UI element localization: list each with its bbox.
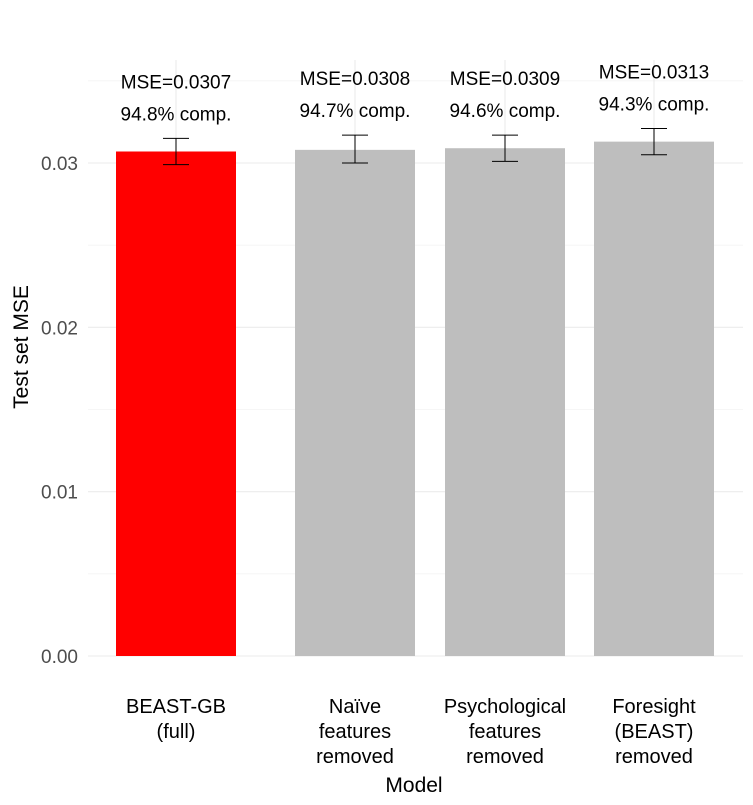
x-tick-label-line: Naïve (329, 696, 381, 718)
x-tick-label-line: (BEAST) (615, 721, 694, 743)
x-tick-label-line: features (319, 721, 391, 743)
x-tick-label-line: (full) (157, 721, 196, 743)
bar (295, 149, 415, 656)
x-tick-label-line: removed (316, 746, 394, 768)
x-tick-labels: BEAST-GB (full)Naïve features removedPsycho… (126, 696, 696, 768)
bar (116, 151, 236, 656)
x-tick-label-line: BEAST-GB (126, 696, 226, 718)
x-tick-label-line: Foresight (612, 696, 696, 718)
completeness-annotation: 94.7% comp. (300, 101, 411, 122)
bar (445, 148, 565, 656)
x-tick-label: BEAST-GB (full) (126, 696, 226, 743)
x-tick-label: Naïve features removed (316, 696, 394, 768)
x-tick-label-line: removed (615, 746, 693, 768)
completeness-annotation: 94.8% comp. (121, 104, 232, 125)
y-tick-labels: 0.00 0.01 0.02 0.03 (41, 154, 78, 668)
x-tick-label-line: Psychological (444, 696, 566, 718)
x-tick-label: Foresight (BEAST) removed (612, 696, 696, 768)
mse-annotation: MSE=0.0309 (450, 69, 560, 90)
bars (116, 141, 714, 657)
x-tick-label-line: features (469, 721, 541, 743)
y-tick-label: 0.03 (41, 154, 78, 175)
completeness-annotation: 94.3% comp. (599, 94, 710, 115)
mse-annotation: MSE=0.0307 (121, 72, 231, 93)
completeness-annotation: 94.6% comp. (450, 101, 561, 122)
x-tick-label-line: removed (466, 746, 544, 768)
mse-annotation: MSE=0.0313 (599, 62, 709, 83)
y-tick-label: 0.00 (41, 647, 78, 668)
x-axis-title: Model (385, 774, 442, 797)
bar-annotations: MSE=0.0307 94.8% comp. MSE=0.0308 94.7% com… (121, 62, 710, 125)
y-axis-title: Test set MSE (10, 285, 33, 409)
bar (594, 141, 714, 657)
mse-annotation: MSE=0.0308 (300, 69, 410, 90)
x-tick-label: Psychological features removed (444, 696, 566, 768)
y-tick-label: 0.02 (41, 318, 78, 339)
error-bars (163, 127, 667, 166)
y-tick-label: 0.01 (41, 483, 78, 504)
